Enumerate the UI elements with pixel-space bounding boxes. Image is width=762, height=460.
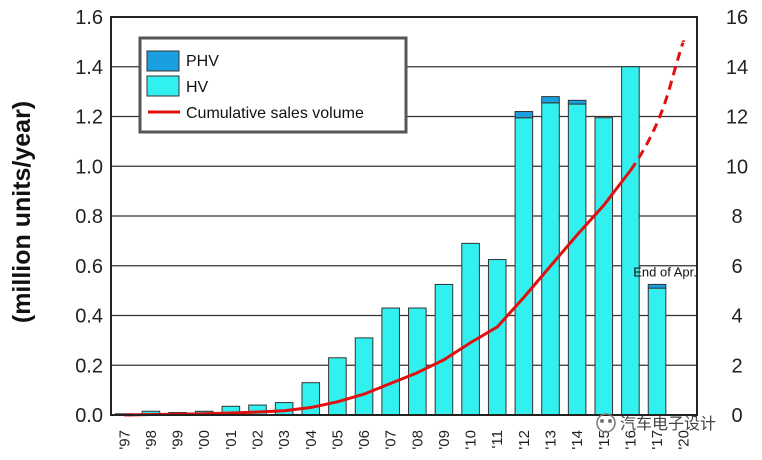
bar-hv bbox=[461, 242, 480, 416]
bar-hv bbox=[408, 307, 427, 416]
bar-hv bbox=[381, 307, 400, 416]
x-tick-label: '03 bbox=[276, 430, 293, 450]
bar-phv bbox=[514, 111, 534, 119]
x-tick-label: '00 bbox=[196, 430, 213, 450]
bar-hv bbox=[487, 259, 507, 416]
y2-tick-label: 6 bbox=[731, 256, 742, 278]
x-tick-label: '06 bbox=[356, 430, 373, 450]
y-tick-label: 1.0 bbox=[75, 156, 103, 178]
bar-hv bbox=[328, 357, 347, 416]
y2-tick-label: 12 bbox=[726, 107, 748, 129]
legend-label-phv: PHV bbox=[186, 53, 219, 70]
cumulative-line bbox=[124, 40, 686, 417]
legend-swatch-phv bbox=[146, 50, 180, 72]
y-tick-label: 0.4 bbox=[75, 306, 103, 328]
bar-phv bbox=[647, 283, 667, 289]
bar-phv bbox=[567, 99, 587, 105]
bar-hv bbox=[434, 283, 454, 416]
annotation-end-of-apr: End of Apr. bbox=[633, 264, 697, 279]
x-tick-label: '02 bbox=[250, 430, 267, 450]
x-tick-label: '05 bbox=[329, 430, 346, 450]
y-tick-label: 1.6 bbox=[75, 7, 103, 29]
y-tick-label: 1.4 bbox=[75, 57, 103, 79]
legend-label-cumulative: Cumulative sales volume bbox=[186, 105, 364, 122]
y-tick-label: 0.0 bbox=[75, 405, 103, 427]
bar-hv bbox=[621, 66, 640, 416]
y2-tick-label: 8 bbox=[731, 206, 742, 228]
bar-phv bbox=[541, 96, 560, 104]
bar-hv bbox=[514, 117, 534, 416]
x-tick-label: '20 bbox=[676, 430, 693, 450]
y2-tick-label: 16 bbox=[726, 7, 748, 29]
x-tick-label: '12 bbox=[516, 430, 533, 450]
y2-tick-label: 14 bbox=[726, 57, 748, 79]
y-axis-right: 0 2 4 6 8 10 12 14 16 bbox=[726, 7, 748, 427]
y-tick-label: 0.2 bbox=[75, 355, 103, 377]
x-tick-label: '13 bbox=[543, 430, 560, 450]
line-cumulative-projected bbox=[629, 40, 686, 172]
watermark-text: 汽车电子设计 bbox=[620, 414, 716, 433]
x-tick-label: '16 bbox=[622, 430, 639, 450]
y2-tick-label: 2 bbox=[731, 355, 742, 377]
y2-tick-label: 4 bbox=[731, 306, 742, 328]
line-cumulative-actual bbox=[124, 169, 632, 417]
y-axis-label: (million units/year) bbox=[8, 101, 36, 323]
watermark: 汽车电子设计 bbox=[596, 413, 716, 433]
y-tick-label: 0.8 bbox=[75, 206, 103, 228]
bar-hv bbox=[647, 287, 667, 416]
x-tick-label: '11 bbox=[489, 430, 506, 448]
plot-frame bbox=[110, 16, 698, 416]
x-tick-label: '10 bbox=[463, 430, 480, 450]
y-tick-label: 1.2 bbox=[75, 107, 103, 129]
legend-swatch-hv bbox=[146, 75, 180, 97]
x-tick-label: '98 bbox=[143, 430, 160, 450]
x-tick-label: '07 bbox=[383, 430, 400, 450]
bar-hv bbox=[594, 117, 614, 416]
x-tick-label: '97 bbox=[116, 430, 133, 450]
legend: PHV HV Cumulative sales volume bbox=[138, 36, 408, 134]
y2-tick-label: 10 bbox=[726, 156, 748, 178]
bar-hv bbox=[354, 337, 374, 416]
y2-tick-label: 0 bbox=[731, 405, 742, 427]
x-tick-label: '04 bbox=[303, 430, 320, 450]
x-axis: '97 '98 '99 '00 '01 '02 '03 '04 '05 '06 '07 '08 '09 '… bbox=[116, 430, 692, 450]
x-tick-label: '15 bbox=[596, 430, 613, 450]
x-tick-label: '14 bbox=[569, 430, 586, 450]
x-tick-label: '17 bbox=[649, 430, 666, 450]
x-tick-label: '09 bbox=[436, 430, 453, 450]
legend-label-hv: HV bbox=[186, 79, 209, 96]
x-tick-label: '99 bbox=[170, 430, 187, 450]
y-tick-label: 0.6 bbox=[75, 256, 103, 278]
x-tick-label: '08 bbox=[409, 430, 426, 450]
bar-hv bbox=[567, 103, 587, 416]
x-tick-label: '01 bbox=[223, 430, 240, 450]
y-axis-left: 0.0 0.2 0.4 0.6 0.8 1.0 1.2 1.4 1.6 bbox=[75, 7, 103, 427]
bar-hv bbox=[301, 382, 321, 416]
